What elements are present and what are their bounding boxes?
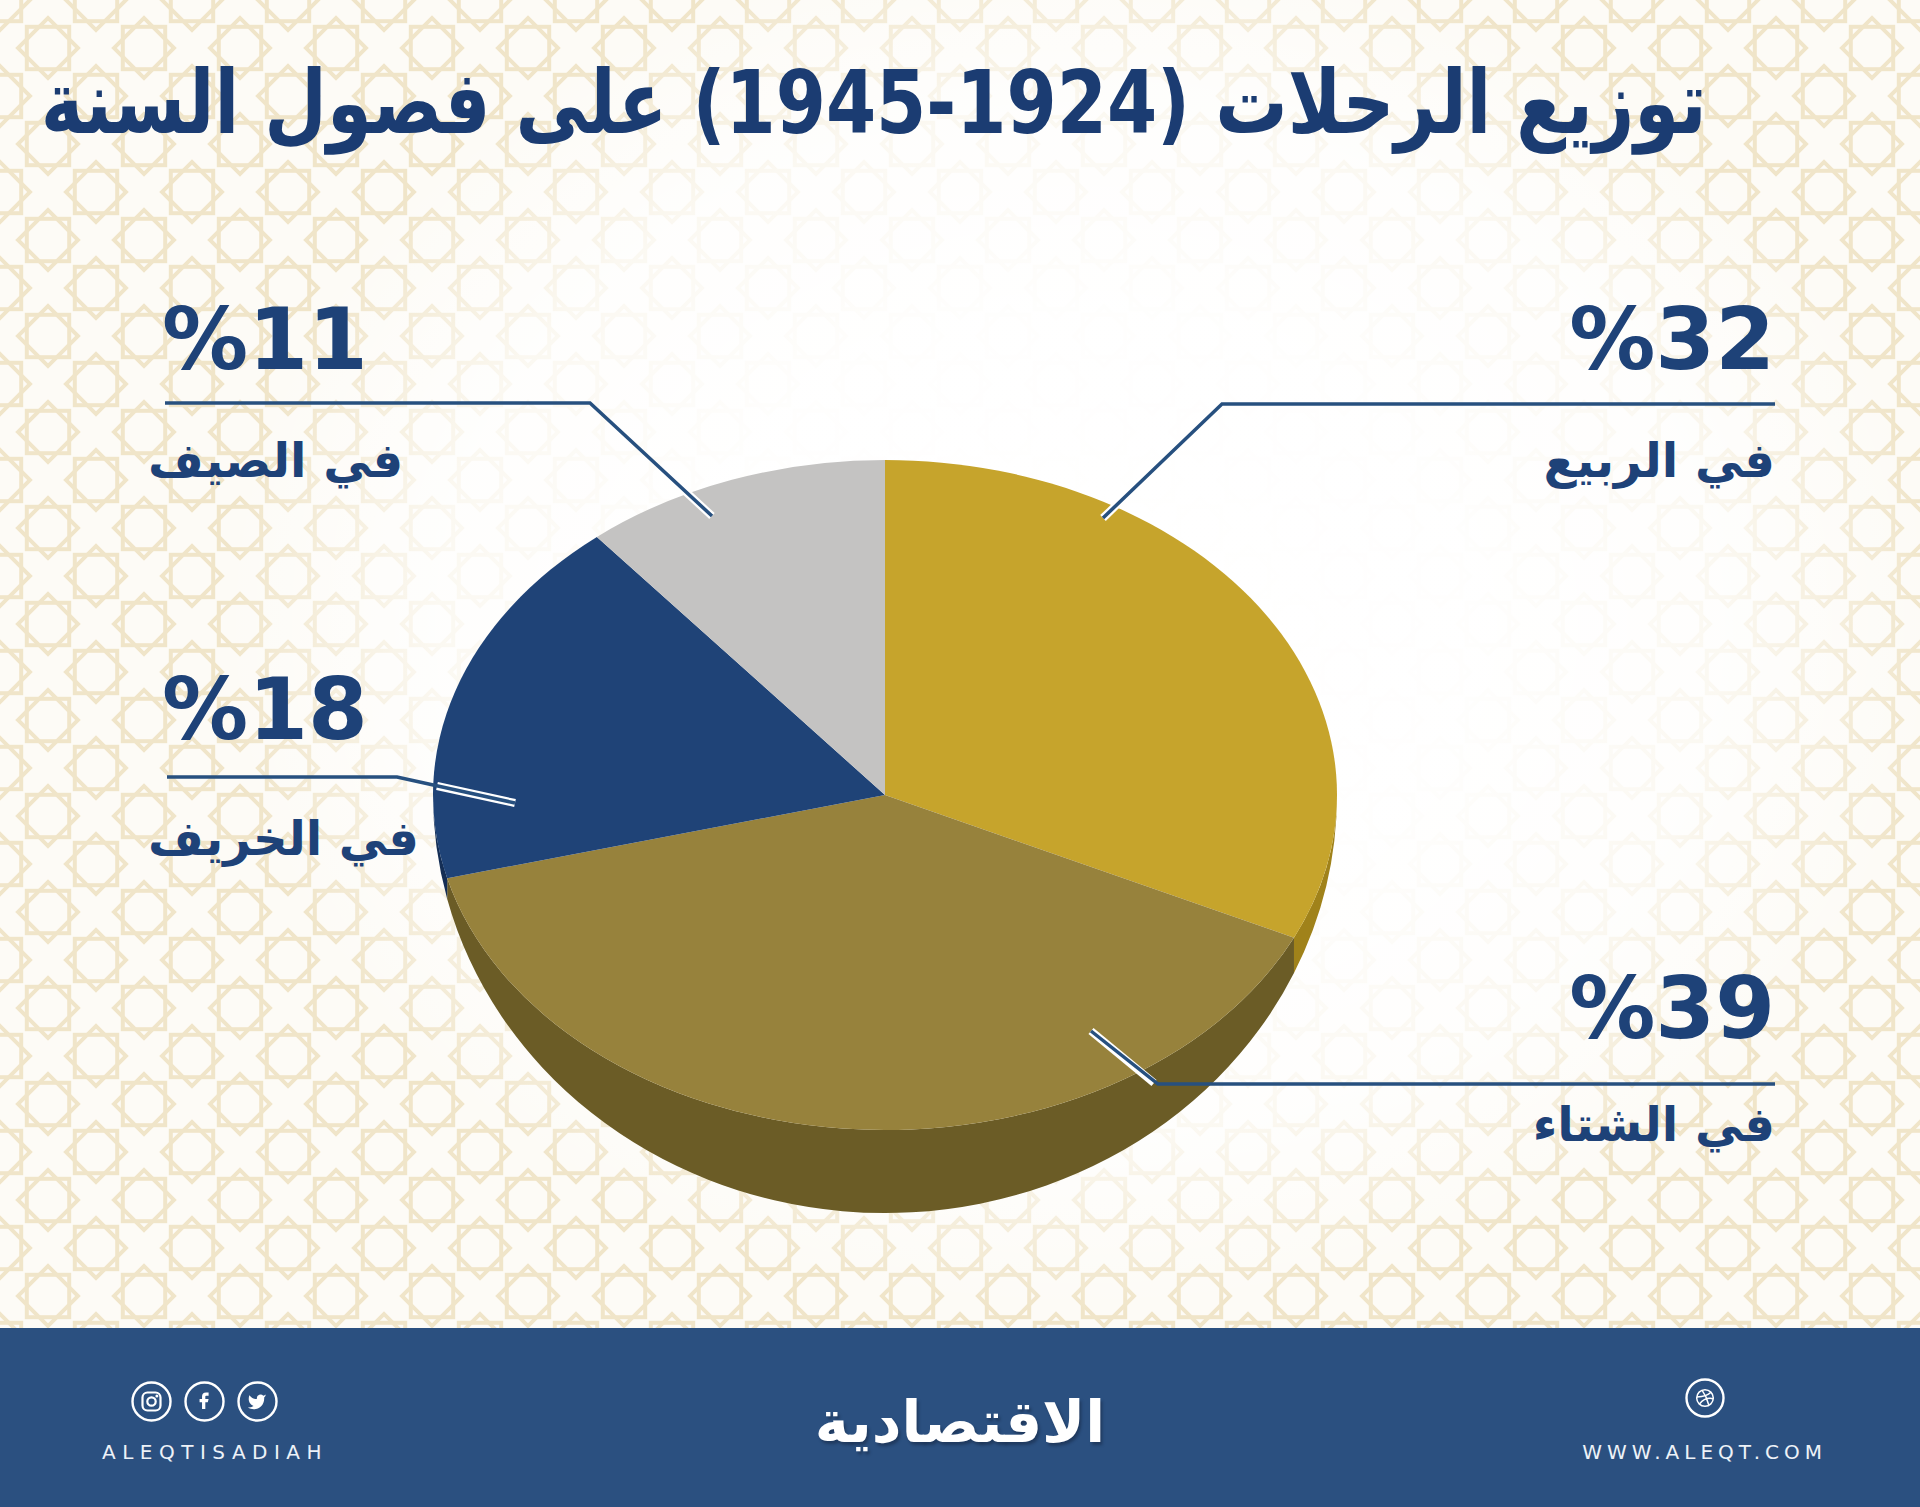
label-autumn-value: %18 [162,666,368,752]
label-winter-value: %39 [1569,965,1775,1051]
label-spring-season: في الربيع [1544,436,1775,484]
footer-website: WWW.ALEQT.COM [1582,1440,1827,1464]
footer-bar: ALEQTISADIAH الاقتصادية WWW.ALEQT.COM [0,1328,1920,1507]
label-spring-value: %32 [1569,296,1775,382]
label-winter-season: في الشتاء [1533,1100,1775,1148]
label-autumn-season: في الخريف [148,814,419,862]
pie-tops [433,460,1337,1130]
label-summer-season: في الصيف [148,436,403,484]
label-summer-value: %11 [162,296,368,382]
infographic-page: توزيع الرحلات (1924-1945) على فصول السنة… [0,0,1920,1507]
dribbble-icon[interactable] [1685,1378,1725,1418]
